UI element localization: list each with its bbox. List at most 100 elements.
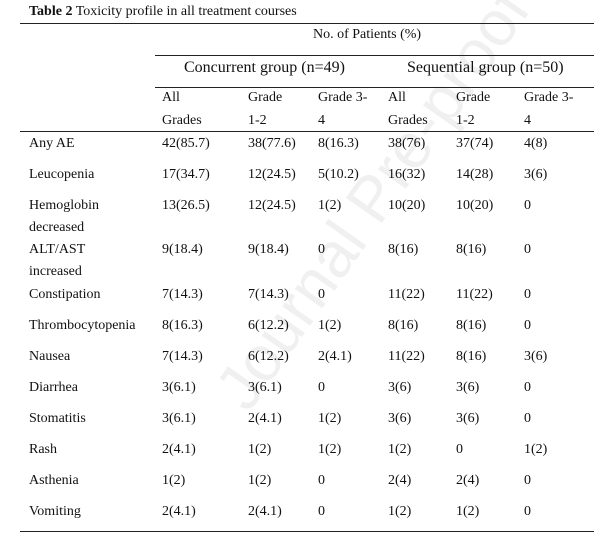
table-cell: 16(32) bbox=[388, 167, 426, 182]
subcolumn-header: All bbox=[388, 90, 406, 105]
subcolumn-header: Grade 3- bbox=[318, 90, 368, 105]
caption-text: Toxicity profile in all treatment course… bbox=[72, 4, 297, 19]
table-cell: 7(14.3) bbox=[248, 287, 289, 302]
table-cell: 11(22) bbox=[388, 349, 425, 364]
subcolumn-header: All bbox=[162, 90, 180, 105]
subcolumn-header: Grades bbox=[162, 113, 202, 128]
table-cell: 11(22) bbox=[388, 287, 425, 302]
table-cell: 14(28) bbox=[456, 167, 494, 182]
row-label: Asthenia bbox=[29, 473, 79, 488]
subcolumn-header: Grade bbox=[248, 90, 283, 105]
subcolumn-header: Grades bbox=[388, 113, 428, 128]
table-cell: 3(6.1) bbox=[162, 411, 196, 426]
table-cell: 6(12.2) bbox=[248, 318, 289, 333]
row-label: Stomatitis bbox=[29, 411, 86, 426]
row-label: Leucopenia bbox=[29, 167, 95, 182]
table-cell: 2(4.1) bbox=[248, 411, 282, 426]
table-cell: 11(22) bbox=[456, 287, 493, 302]
row-label: Nausea bbox=[29, 349, 71, 364]
table-cell: 12(24.5) bbox=[248, 167, 296, 182]
table-cell: 1(2) bbox=[162, 473, 186, 488]
table-cell: 4(8) bbox=[524, 136, 548, 151]
group-header-concurrent: Concurrent group (n=49) bbox=[184, 59, 345, 76]
table-cell: 0 bbox=[318, 504, 325, 519]
row-label: Any AE bbox=[29, 136, 75, 151]
row-label: increased bbox=[29, 264, 82, 279]
table-cell: 9(18.4) bbox=[162, 242, 203, 257]
table-cell: 0 bbox=[318, 287, 325, 302]
table-cell: 3(6.1) bbox=[248, 380, 282, 395]
table-cell: 6(12.2) bbox=[248, 349, 289, 364]
table-cell: 9(18.4) bbox=[248, 242, 289, 257]
table-cell: 1(2) bbox=[318, 198, 342, 213]
table-cell: 0 bbox=[524, 504, 531, 519]
table-cell: 0 bbox=[524, 242, 531, 257]
table-cell: 7(14.3) bbox=[162, 287, 203, 302]
table-cell: 37(74) bbox=[456, 136, 494, 151]
table-cell: 3(6.1) bbox=[162, 380, 196, 395]
table-cell: 8(16) bbox=[456, 318, 487, 333]
table-cell: 10(20) bbox=[388, 198, 426, 213]
table-cell: 0 bbox=[524, 473, 531, 488]
row-label: Diarrhea bbox=[29, 380, 78, 395]
table-cell: 7(14.3) bbox=[162, 349, 203, 364]
table-cell: 3(6) bbox=[388, 411, 412, 426]
subcolumn-header: Grade bbox=[456, 90, 491, 105]
table-cell: 0 bbox=[524, 380, 531, 395]
table-cell: 10(20) bbox=[456, 198, 494, 213]
table-cell: 1(2) bbox=[456, 504, 480, 519]
group-header-rule bbox=[155, 87, 594, 88]
table-cell: 2(4.1) bbox=[162, 504, 196, 519]
table-cell: 12(24.5) bbox=[248, 198, 296, 213]
top-rule bbox=[20, 23, 594, 24]
row-label: Constipation bbox=[29, 287, 101, 302]
table-cell: 1(2) bbox=[318, 411, 342, 426]
table-cell: 8(16.3) bbox=[318, 136, 359, 151]
table-cell: 42(85.7) bbox=[162, 136, 210, 151]
table-cell: 13(26.5) bbox=[162, 198, 210, 213]
subcolumn-header: 1-2 bbox=[248, 113, 267, 128]
table-cell: 0 bbox=[456, 442, 463, 457]
row-label: decreased bbox=[29, 220, 85, 235]
table-cell: 1(2) bbox=[524, 442, 548, 457]
table-cell: 3(6) bbox=[456, 411, 480, 426]
table-cell: 17(34.7) bbox=[162, 167, 210, 182]
row-label: Hemoglobin bbox=[29, 198, 99, 213]
table-cell: 1(2) bbox=[318, 442, 342, 457]
table-cell: 2(4) bbox=[388, 473, 412, 488]
row-label: Rash bbox=[29, 442, 57, 457]
table-cell: 8(16.3) bbox=[162, 318, 203, 333]
table-cell: 2(4.1) bbox=[248, 504, 282, 519]
table-cell: 1(2) bbox=[248, 442, 272, 457]
table-cell: 8(16) bbox=[456, 349, 487, 364]
table-cell: 38(77.6) bbox=[248, 136, 296, 151]
table-cell: 8(16) bbox=[388, 242, 419, 257]
table-cell: 2(4) bbox=[456, 473, 480, 488]
table-cell: 0 bbox=[524, 198, 531, 213]
table-cell: 2(4.1) bbox=[162, 442, 196, 457]
table-cell: 38(76) bbox=[388, 136, 426, 151]
table-cell: 0 bbox=[524, 318, 531, 333]
table-cell: 0 bbox=[318, 473, 325, 488]
table-cell: 1(2) bbox=[388, 504, 412, 519]
header-rule bbox=[20, 131, 594, 132]
row-label: Thrombocytopenia bbox=[29, 318, 136, 333]
row-label: ALT/AST bbox=[29, 242, 86, 257]
subcolumn-header: 4 bbox=[524, 113, 531, 128]
subcolumn-header: 4 bbox=[318, 113, 325, 128]
table-cell: 5(10.2) bbox=[318, 167, 359, 182]
table-cell: 0 bbox=[524, 411, 531, 426]
caption-label: Table 2 bbox=[29, 4, 73, 19]
table-cell: 8(16) bbox=[388, 318, 419, 333]
row-label: Vomiting bbox=[29, 504, 81, 519]
table-cell: 2(4.1) bbox=[318, 349, 352, 364]
bottom-rule bbox=[20, 531, 594, 532]
table-cell: 1(2) bbox=[318, 318, 342, 333]
group-header-sequential: Sequential group (n=50) bbox=[407, 59, 564, 76]
table-cell: 1(2) bbox=[248, 473, 272, 488]
table-cell: 0 bbox=[318, 242, 325, 257]
table-cell: 8(16) bbox=[456, 242, 487, 257]
super-header-rule bbox=[155, 55, 594, 56]
super-header: No. of Patients (%) bbox=[313, 27, 422, 42]
table-cell: 3(6) bbox=[388, 380, 412, 395]
